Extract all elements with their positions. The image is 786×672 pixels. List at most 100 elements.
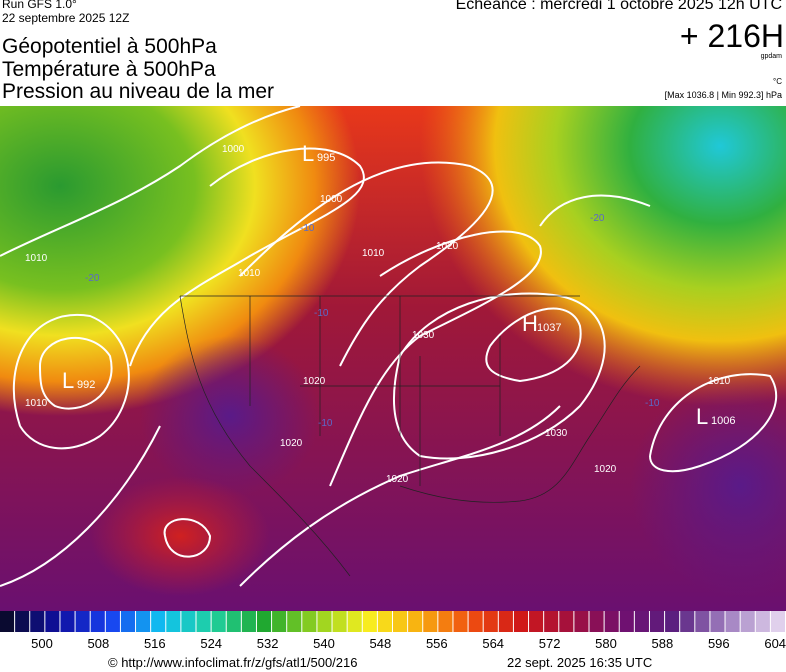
swatch: [136, 611, 151, 632]
swatch: [559, 611, 574, 632]
temp-label: -10: [645, 398, 660, 409]
swatch: [60, 611, 75, 632]
center-letter: L: [302, 141, 314, 166]
scale-label: 580: [595, 636, 617, 651]
swatch: [393, 611, 408, 632]
unit: gpdam: [760, 53, 782, 60]
swatch: [408, 611, 423, 632]
isobar-label: 1030: [412, 330, 435, 341]
swatch: [468, 611, 483, 632]
scale-label: 604: [764, 636, 786, 651]
center-letter: L: [62, 368, 74, 393]
swatch: [604, 611, 619, 632]
swatch: [105, 611, 120, 632]
swatch: [438, 611, 453, 632]
isobar-label: 1020: [594, 464, 617, 475]
swatch: [680, 611, 695, 632]
swatch: [302, 611, 317, 632]
swatch: [665, 611, 680, 632]
swatch: [0, 611, 15, 632]
swatch: [151, 611, 166, 632]
center-value: 995: [317, 152, 335, 164]
swatch: [332, 611, 347, 632]
isobar-label: 1030: [545, 428, 568, 439]
title: Géopotentiel à 500hPa: [2, 35, 217, 58]
swatch: [695, 611, 710, 632]
temp-label: -20: [85, 273, 100, 284]
swatch: [196, 611, 211, 632]
swatch: [272, 611, 287, 632]
scale-label: 500: [31, 636, 53, 651]
swatch: [362, 611, 377, 632]
swatch: [317, 611, 332, 632]
swatch: [710, 611, 725, 632]
swatch: [740, 611, 755, 632]
unit: °C: [773, 77, 782, 86]
scale-label: 524: [200, 636, 223, 651]
swatch: [529, 611, 544, 632]
scale-label: 588: [651, 636, 674, 651]
temp-label: -10: [318, 418, 333, 429]
swatch: [75, 611, 90, 632]
scale-label: 556: [425, 636, 448, 651]
swatch: [181, 611, 196, 632]
center-value: 992: [77, 379, 95, 391]
isobar-label: 1020: [386, 474, 409, 485]
swatch: [166, 611, 181, 632]
swatch: [423, 611, 438, 632]
generated: 22 sept. 2025 16:35 UTC: [507, 655, 653, 670]
valid-time: Echéance : mercredi 1 octobre 2025 12h U…: [455, 0, 782, 13]
swatch: [725, 611, 740, 632]
isobar-label: 1020: [303, 376, 326, 387]
swatch: [377, 611, 392, 632]
temp-label: -10: [314, 308, 329, 319]
scale-label: 508: [87, 636, 110, 651]
center-value: 1037: [537, 322, 561, 334]
temp-label: -10: [300, 223, 315, 234]
swatch: [770, 611, 785, 632]
swatch: [619, 611, 634, 632]
scale-label: 596: [707, 636, 730, 651]
swatch: [483, 611, 498, 632]
scale-label: 516: [143, 636, 166, 651]
isobar-label: 1000: [222, 144, 245, 155]
isobar-label: 1020: [280, 438, 303, 449]
scale-label: 540: [313, 636, 335, 651]
isobar-label: 1020: [436, 241, 459, 252]
isobar-label: 1010: [708, 376, 731, 387]
isobar-label: 1010: [25, 253, 48, 264]
title: Température à 500hPa: [2, 58, 216, 81]
swatch: [634, 611, 649, 632]
title: Pression au niveau de la mer: [2, 80, 274, 103]
lead-time: + 216H: [679, 18, 784, 54]
isobar-label: 1000: [320, 194, 343, 205]
swatch: [241, 611, 256, 632]
swatch: [498, 611, 513, 632]
swatch: [226, 611, 241, 632]
swatch: [45, 611, 60, 632]
temp-label: -20: [590, 213, 605, 224]
color-scale: [0, 611, 785, 632]
swatch: [15, 611, 30, 632]
swatch: [347, 611, 362, 632]
swatch: [287, 611, 302, 632]
swatch: [120, 611, 136, 632]
swatch: [649, 611, 665, 632]
swatch: [513, 611, 529, 632]
center-letter: H: [522, 311, 538, 336]
swatch: [90, 611, 105, 632]
scale-label: 572: [538, 636, 561, 651]
swatch: [544, 611, 559, 632]
swatch: [589, 611, 604, 632]
isobar-label: 1010: [362, 248, 385, 259]
scale-label: 532: [256, 636, 279, 651]
center-value: 1006: [711, 415, 735, 427]
isobar-label: 1010: [25, 398, 48, 409]
scale-label: 548: [369, 636, 392, 651]
source: © http://www.infoclimat.fr/z/gfs/atl1/50…: [108, 655, 358, 670]
swatch: [453, 611, 468, 632]
center-letter: L: [696, 404, 708, 429]
swatch: [574, 611, 589, 632]
